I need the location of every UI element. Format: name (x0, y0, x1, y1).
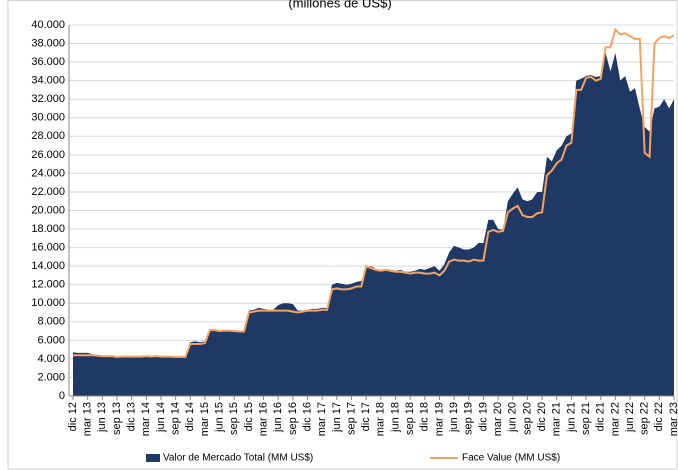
x-tick-label: jun 22 (624, 402, 636, 433)
y-tick-label: 40.000 (31, 19, 65, 31)
x-tick-label: jun 13 (96, 402, 108, 433)
x-tick-label: sep 15 (228, 402, 240, 435)
x-tick-label: jun 16 (272, 402, 284, 433)
x-tick-label: dic 15 (243, 402, 255, 431)
y-tick-label: 38.000 (31, 37, 65, 49)
x-tick-label: sep 13 (111, 402, 123, 435)
x-tick-label: sep 17 (345, 402, 357, 435)
x-tick-label: mar 21 (551, 402, 563, 436)
y-tick-label: 0 (59, 390, 65, 402)
x-tick-label: jun 18 (389, 402, 401, 433)
y-tick-label: 18.000 (31, 223, 65, 235)
x-tick-label: jun 19 (448, 402, 460, 433)
y-tick-label: 24.000 (31, 167, 65, 179)
x-tick-label: jun 14 (155, 402, 167, 433)
y-tick-label: 12.000 (31, 279, 65, 291)
x-tick-label: sep 16 (287, 402, 299, 435)
y-tick-label: 2.000 (37, 371, 65, 383)
line (73, 27, 675, 359)
y-tick-label: 20.000 (31, 204, 65, 216)
x-tick-label: dic 19 (477, 402, 489, 431)
y-tick-label: 30.000 (31, 112, 65, 124)
y-tick-label: 10.000 (31, 297, 65, 309)
area (73, 52, 674, 396)
y-tick-label: 26.000 (31, 149, 65, 161)
x-tick-label: mar 20 (492, 402, 504, 436)
x-tick-label: mar 18 (375, 402, 387, 436)
x-tick-label: mar 22 (609, 402, 621, 436)
x-tick-label: dic 20 (536, 402, 548, 431)
x-tick-label: sep 14 (170, 402, 182, 435)
x-tick-label: dic 12 (67, 402, 79, 431)
x-tick-label: dic 13 (126, 402, 138, 431)
x-tick-label: sep 19 (463, 402, 475, 435)
y-tick-label: 6.000 (37, 334, 65, 346)
y-tick-label: 28.000 (31, 130, 65, 142)
x-tick-label: jun 17 (331, 402, 343, 433)
y-tick-label: 4.000 (37, 353, 65, 365)
x-tick-label: sep 20 (521, 402, 533, 435)
x-tick-label: dic 18 (419, 402, 431, 431)
x-tick-label: mar 14 (140, 402, 152, 436)
x-tick-label: dic 16 (301, 402, 313, 431)
x-tick-label: sep 18 (404, 402, 416, 435)
legend-swatch (146, 454, 160, 462)
x-tick-label: mar 23 (668, 402, 678, 436)
x-tick-label: dic 14 (184, 402, 196, 431)
x-tick-label: sep 21 (580, 402, 592, 435)
y-tick-label: 14.000 (31, 260, 65, 272)
y-tick-label: 22.000 (31, 186, 65, 198)
x-tick-label: jun 15 (213, 402, 225, 433)
y-tick-label: 34.000 (31, 75, 65, 87)
x-tick-label: mar 19 (433, 402, 445, 436)
y-tick-label: 32.000 (31, 93, 65, 105)
y-tick-label: 36.000 (31, 56, 65, 68)
legend-label: Face Value (MM US$) (462, 453, 560, 464)
x-tick-label: sep 22 (639, 402, 651, 435)
x-tick-label: mar 13 (82, 402, 94, 436)
y-tick-label: 8.000 (37, 316, 65, 328)
x-tick-label: mar 17 (316, 402, 328, 436)
chart-title: (millones de US$) (288, 0, 391, 10)
x-tick-label: mar 16 (257, 402, 269, 436)
x-tick-label: dic 17 (360, 402, 372, 431)
legend-label: Valor de Mercado Total (MM US$) (163, 453, 313, 464)
x-tick-label: jun 20 (507, 402, 519, 433)
x-tick-label: mar 15 (199, 402, 211, 436)
x-tick-label: jun 21 (565, 402, 577, 433)
x-tick-label: dic 22 (653, 402, 665, 431)
y-tick-label: 16.000 (31, 242, 65, 254)
x-tick-label: dic 21 (595, 402, 607, 431)
